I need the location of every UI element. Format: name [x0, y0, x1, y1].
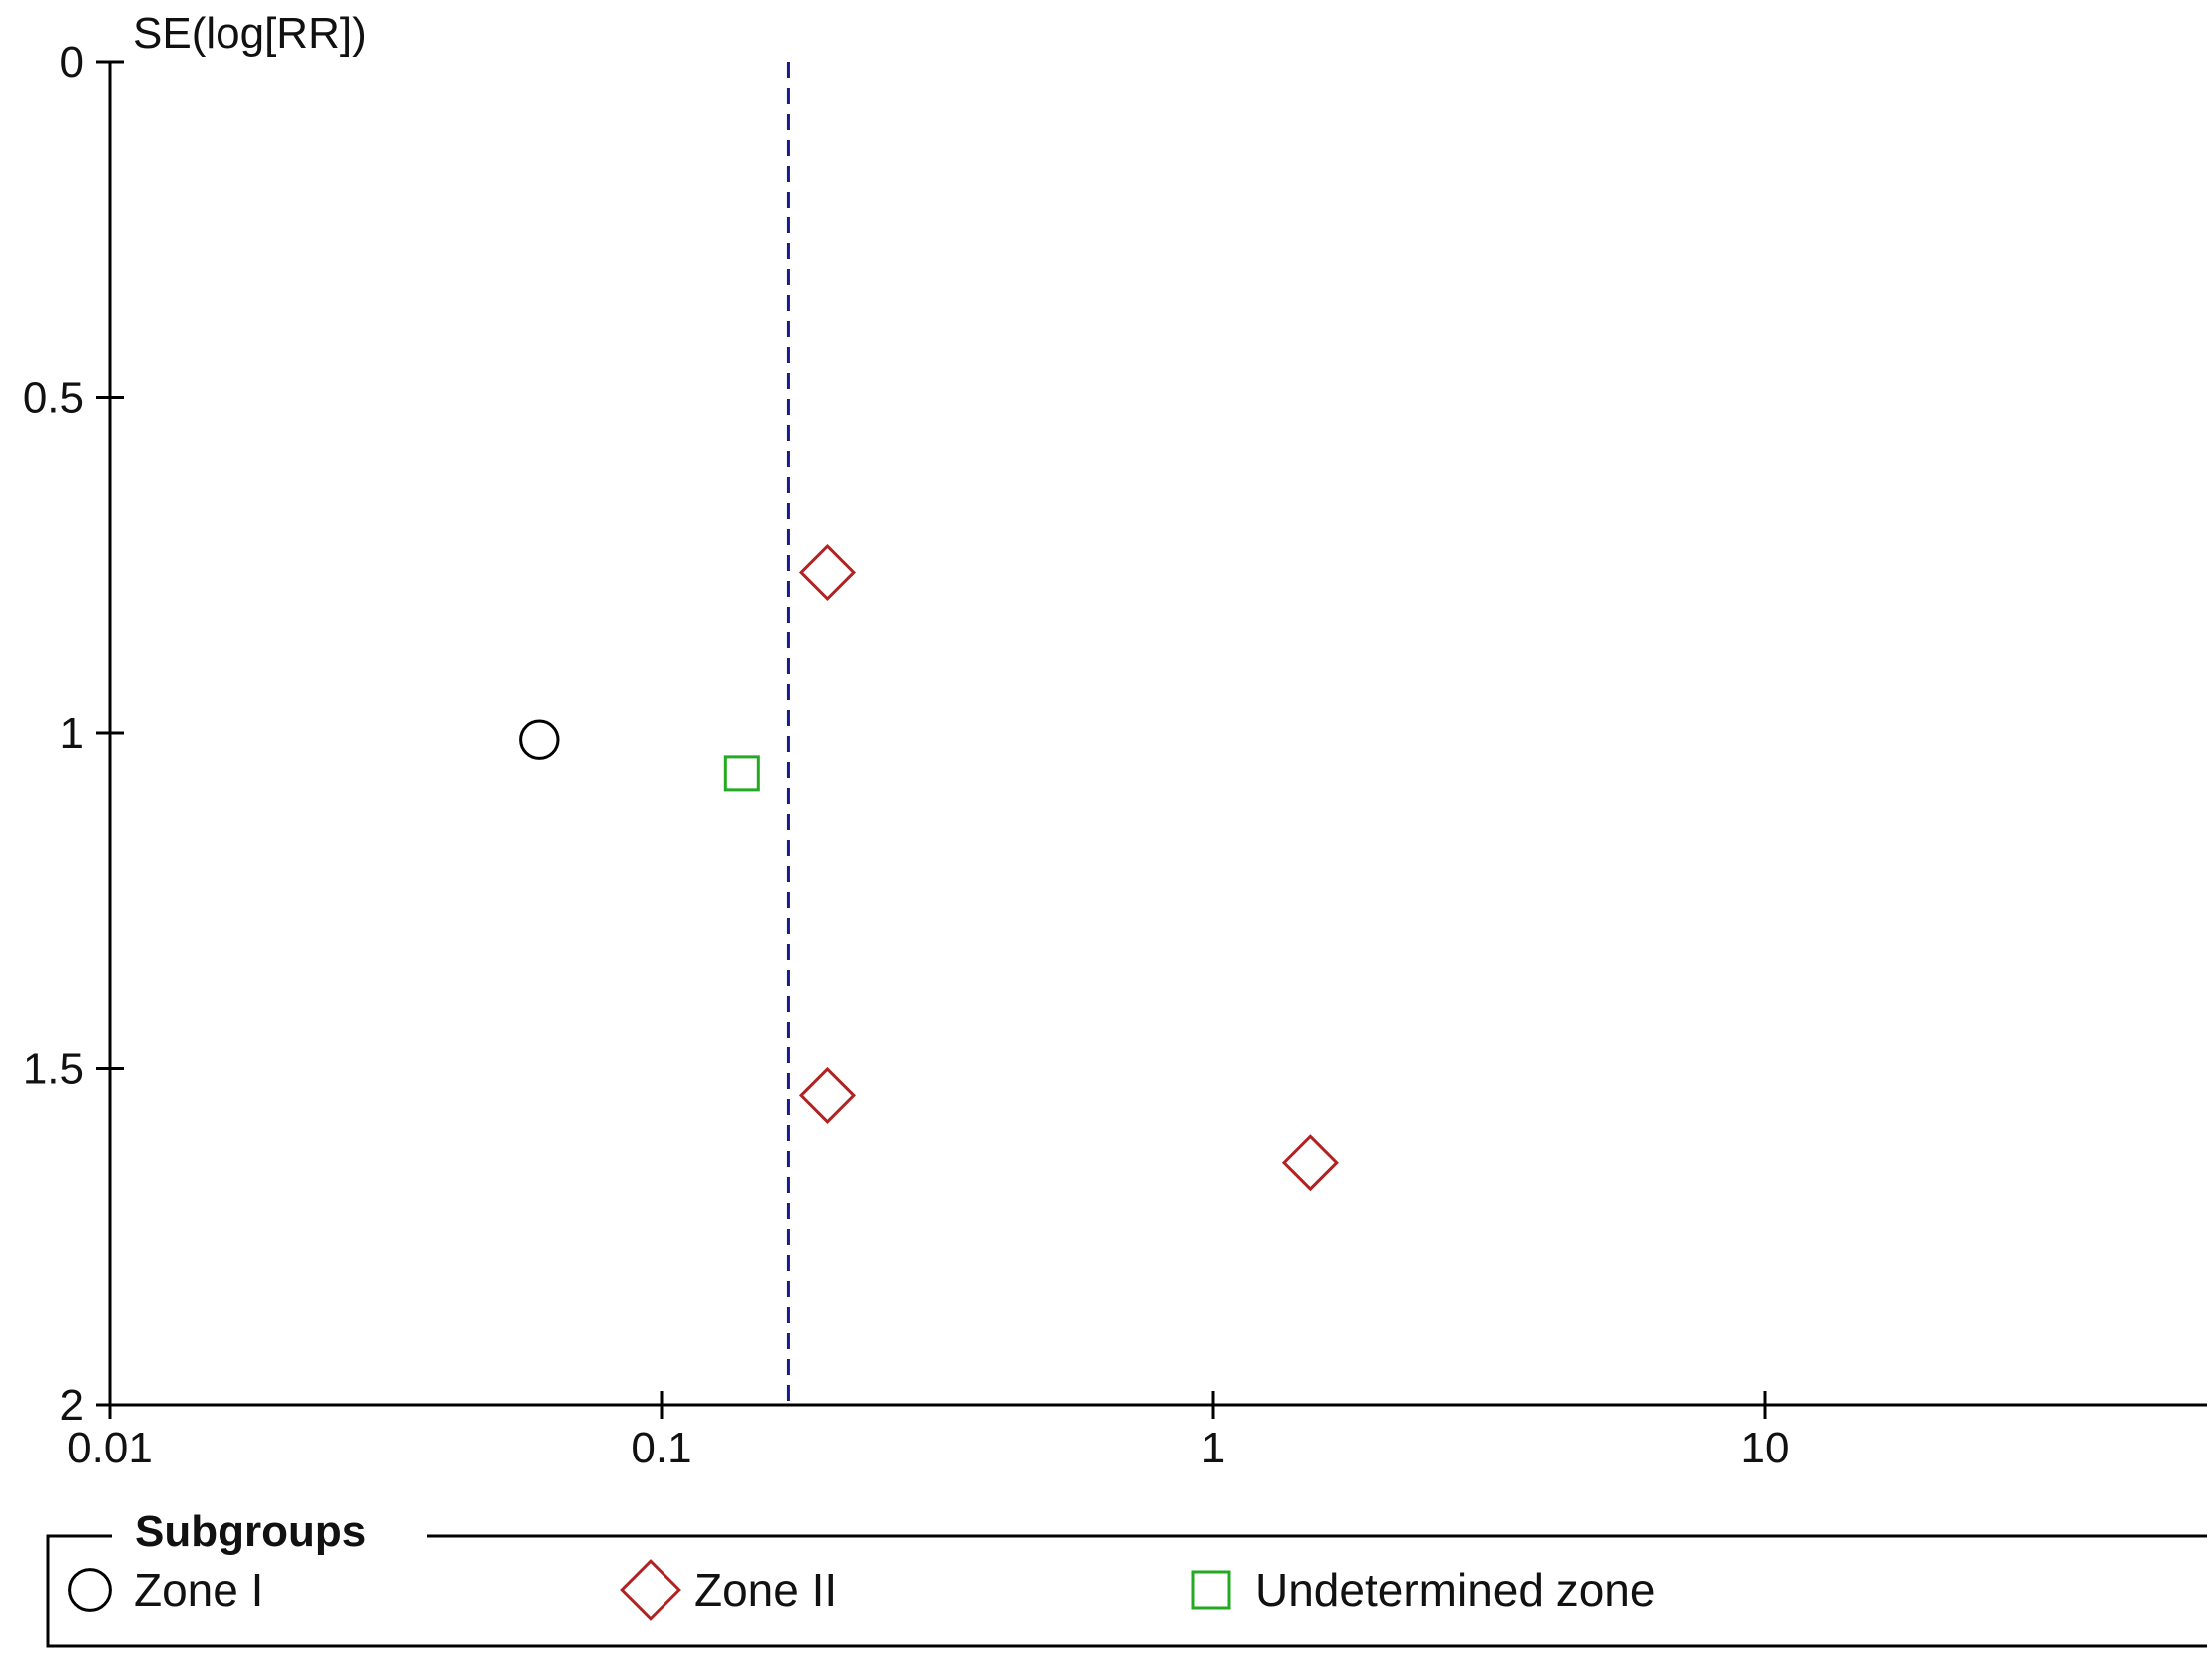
legend-title: Subgroups [135, 1507, 366, 1556]
legend-label: Zone II [694, 1564, 837, 1616]
x-tick-label: 0.01 [67, 1424, 153, 1472]
y-tick-label: 1 [60, 709, 84, 758]
y-tick-label: 2 [60, 1381, 84, 1430]
x-tick-label: 1 [1201, 1424, 1225, 1472]
data-point-square [723, 755, 760, 792]
legend-frame [46, 1534, 2207, 1648]
y-tick-label: 1.5 [23, 1045, 84, 1094]
data-point-diamond [798, 1066, 856, 1124]
data-point-diamond [1281, 1134, 1339, 1192]
legend-marker-diamond [620, 1559, 681, 1621]
x-tick-label: 0.1 [631, 1424, 691, 1472]
data-point-circle [519, 719, 560, 760]
legend-items: Zone I Zone II Undetermined zone [68, 1559, 1655, 1621]
legend-marker-square [1191, 1570, 1231, 1610]
y-tick-label: 0 [60, 38, 84, 87]
data-points [519, 543, 1339, 1192]
legend: Subgroups Zone I Zone II Undetermined zone [46, 1507, 2207, 1648]
legend-label: Zone I [134, 1564, 263, 1616]
y-tick-label: 0.5 [23, 374, 84, 423]
x-tick-label: 10 [1741, 1424, 1790, 1472]
data-point-diamond [798, 543, 856, 602]
x-axis-ticks: 0.01 0.1 1 10 [67, 1391, 1789, 1472]
legend-label: Undetermined zone [1255, 1564, 1655, 1616]
y-axis-label: SE(log[RR]) [133, 9, 367, 58]
y-axis-ticks: 0 0.5 1 1.5 2 [23, 38, 124, 1430]
legend-marker-circle [68, 1568, 112, 1612]
